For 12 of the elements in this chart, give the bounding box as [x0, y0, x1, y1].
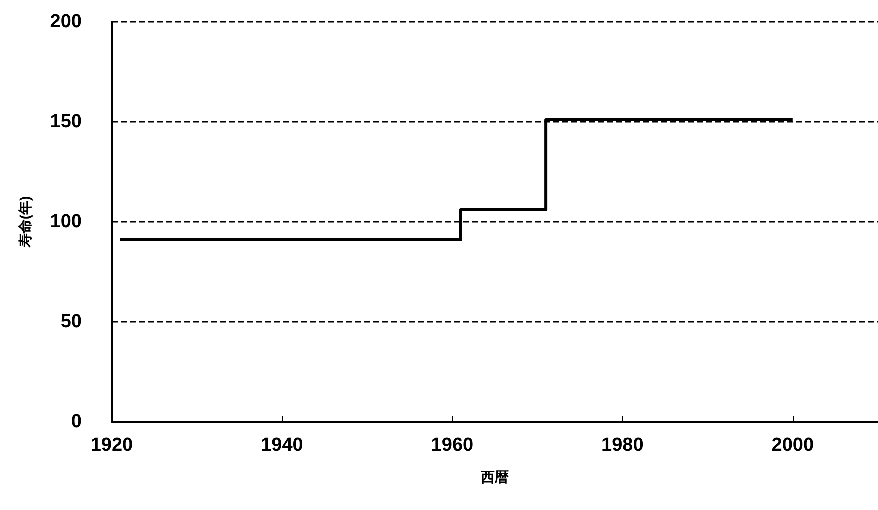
y-tick-label: 200 — [50, 12, 82, 32]
y-tick-label: 50 — [60, 312, 82, 332]
x-axis-title: 西暦 — [480, 469, 509, 485]
x-tick-label: 1940 — [261, 435, 304, 456]
y-tick-label: 100 — [50, 212, 82, 232]
y-axis-title: 寿命(年) — [17, 196, 33, 249]
y-tick-label: 0 — [71, 412, 82, 432]
y-tick-label: 150 — [50, 112, 82, 132]
x-tick-label: 1960 — [431, 435, 474, 456]
x-tick-label: 1920 — [90, 435, 134, 456]
x-tick-label: 2000 — [772, 435, 814, 456]
x-tick-label: 1980 — [602, 435, 644, 456]
